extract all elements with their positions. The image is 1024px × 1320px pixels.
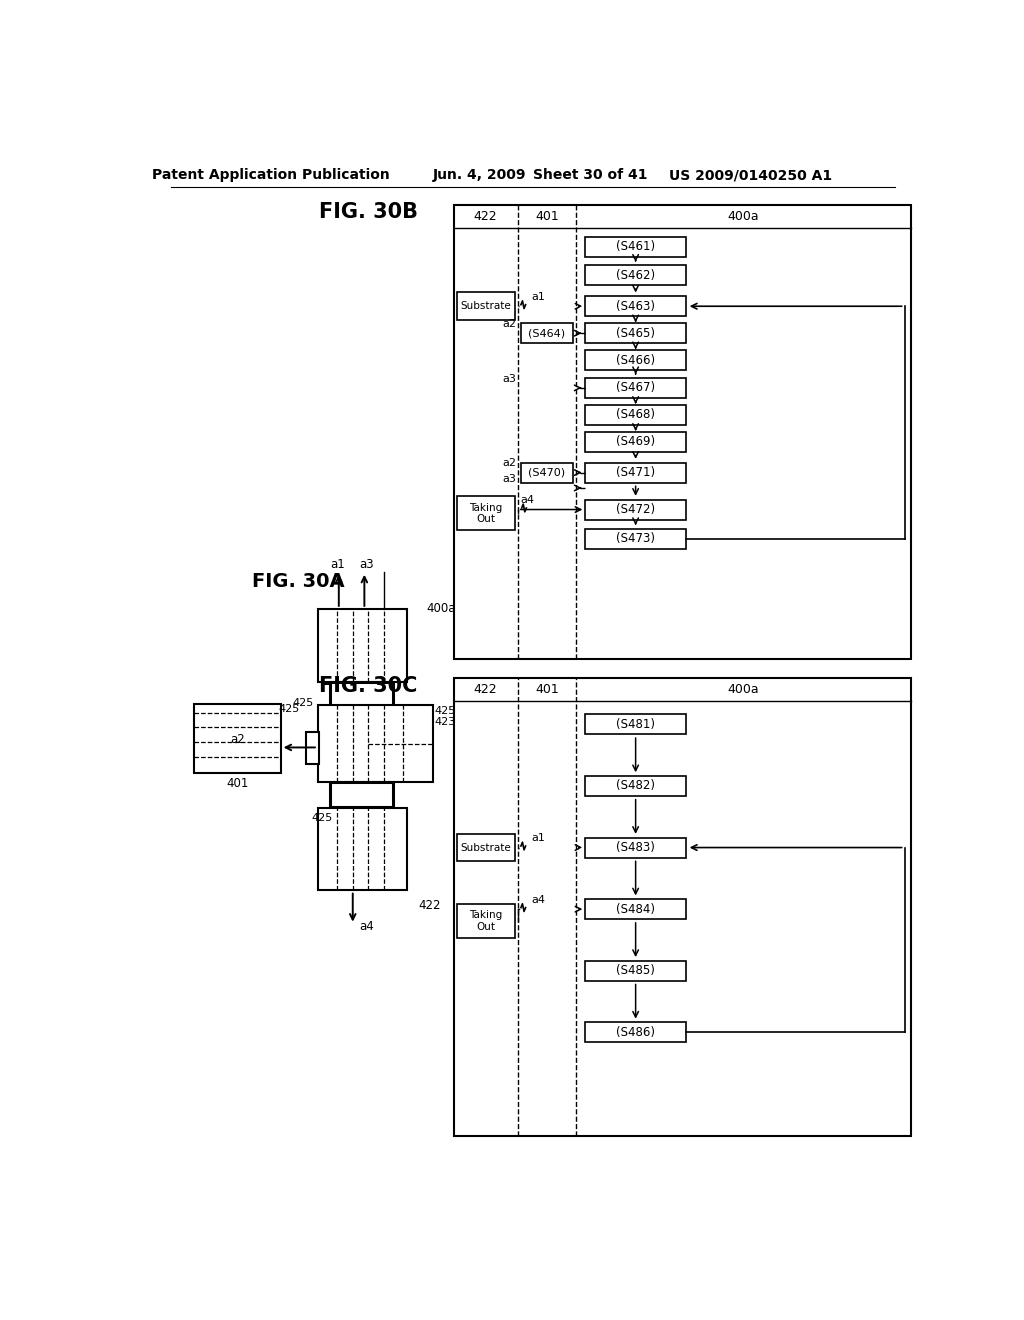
Text: FIG. 30C: FIG. 30C <box>319 676 418 696</box>
Text: a2: a2 <box>503 458 516 469</box>
Text: (S481): (S481) <box>616 718 655 731</box>
Text: 422: 422 <box>474 684 498 696</box>
Text: 400a: 400a <box>426 602 456 615</box>
Bar <box>586 961 686 981</box>
Text: 425: 425 <box>311 813 333 822</box>
Bar <box>586 296 686 317</box>
Bar <box>521 462 572 483</box>
Text: (S466): (S466) <box>616 354 655 367</box>
Bar <box>586 323 686 343</box>
Text: (S469): (S469) <box>616 436 655 449</box>
Text: (S482): (S482) <box>616 779 655 792</box>
Bar <box>454 205 910 659</box>
Text: (S468): (S468) <box>616 408 655 421</box>
Bar <box>586 776 686 796</box>
Bar <box>317 808 407 890</box>
Bar <box>521 323 572 343</box>
Text: US 2009/0140250 A1: US 2009/0140250 A1 <box>669 169 831 182</box>
Text: 401: 401 <box>535 210 559 223</box>
Text: 400a: 400a <box>727 684 759 696</box>
Text: Patent Application Publication: Patent Application Publication <box>153 169 390 182</box>
Text: a1: a1 <box>330 557 345 570</box>
Text: a3: a3 <box>503 374 516 384</box>
Text: (S483): (S483) <box>616 841 655 854</box>
Text: 401: 401 <box>226 777 249 791</box>
Text: FIG. 30A: FIG. 30A <box>252 573 345 591</box>
Text: Substrate: Substrate <box>460 301 511 312</box>
Bar <box>306 733 318 764</box>
Bar <box>317 705 432 781</box>
Text: Substrate: Substrate <box>460 842 511 853</box>
Bar <box>586 1022 686 1043</box>
Bar <box>586 462 686 483</box>
Text: (S471): (S471) <box>616 466 655 479</box>
Text: a4: a4 <box>531 895 546 906</box>
Bar <box>194 704 281 774</box>
Text: (S470): (S470) <box>528 467 565 478</box>
Bar <box>586 350 686 370</box>
Text: 425: 425 <box>279 704 300 714</box>
Text: a1: a1 <box>531 292 546 302</box>
Bar <box>586 238 686 257</box>
Bar <box>457 496 515 531</box>
Text: a2: a2 <box>230 733 245 746</box>
Bar <box>586 265 686 285</box>
Bar <box>454 678 910 1137</box>
Bar <box>317 609 407 682</box>
Text: (S462): (S462) <box>616 269 655 282</box>
Text: 425: 425 <box>434 706 456 717</box>
Text: (S486): (S486) <box>616 1026 655 1039</box>
Text: 422: 422 <box>419 899 441 912</box>
Bar <box>330 781 393 807</box>
Text: (S484): (S484) <box>616 903 655 916</box>
Text: a4: a4 <box>359 920 374 933</box>
Bar <box>330 682 393 706</box>
Text: a3: a3 <box>359 557 374 570</box>
Bar <box>457 904 515 937</box>
Bar <box>457 834 515 862</box>
Text: a3: a3 <box>503 474 516 483</box>
Text: 423: 423 <box>434 717 456 727</box>
Text: (S485): (S485) <box>616 964 655 977</box>
Bar <box>457 293 515 321</box>
Bar <box>586 432 686 451</box>
Bar <box>586 529 686 549</box>
Bar <box>586 405 686 425</box>
Text: 422: 422 <box>474 210 498 223</box>
Bar <box>586 838 686 858</box>
Bar <box>586 378 686 397</box>
Text: (S461): (S461) <box>616 240 655 253</box>
Text: (S465): (S465) <box>616 326 655 339</box>
Text: (S472): (S472) <box>616 503 655 516</box>
Text: 401: 401 <box>535 684 559 696</box>
Text: FIG. 30B: FIG. 30B <box>318 202 418 222</box>
Text: Taking
Out: Taking Out <box>469 503 503 524</box>
Text: a4: a4 <box>520 495 535 506</box>
Text: Taking
Out: Taking Out <box>469 909 503 932</box>
Text: (S463): (S463) <box>616 300 655 313</box>
Text: (S473): (S473) <box>616 532 655 545</box>
Text: 425: 425 <box>293 698 314 708</box>
Bar <box>586 499 686 520</box>
Text: Jun. 4, 2009: Jun. 4, 2009 <box>432 169 526 182</box>
Text: (S467): (S467) <box>616 381 655 395</box>
Text: (S464): (S464) <box>528 329 565 338</box>
Text: Sheet 30 of 41: Sheet 30 of 41 <box>534 169 648 182</box>
Text: a1: a1 <box>531 833 546 843</box>
Text: a2: a2 <box>503 319 516 329</box>
Bar <box>586 899 686 919</box>
Bar <box>586 714 686 734</box>
Text: 400a: 400a <box>727 210 759 223</box>
